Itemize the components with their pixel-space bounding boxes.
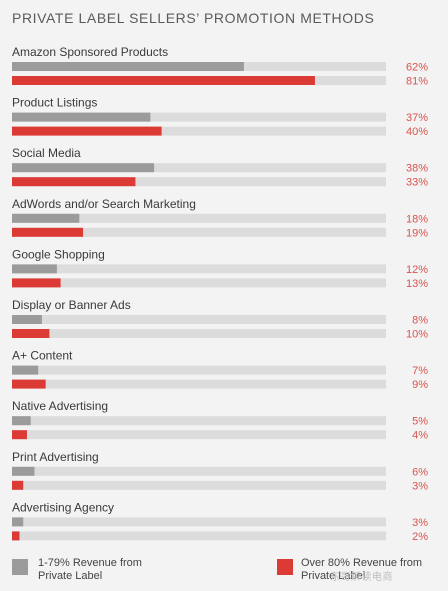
data-label: 62% — [406, 62, 428, 74]
bar-track — [12, 112, 386, 122]
bar-red — [12, 329, 50, 338]
data-label: 5% — [412, 416, 428, 428]
data-label: 7% — [412, 365, 428, 377]
bar-red — [12, 76, 315, 85]
bar-gray — [12, 62, 244, 71]
data-label: 18% — [406, 213, 428, 225]
category-label: Amazon Sponsored Products — [12, 45, 168, 59]
chart-title: PRIVATE LABEL SELLERS’ PROMOTION METHODS — [12, 10, 375, 26]
bar-gray — [12, 466, 35, 476]
bar-track — [12, 163, 386, 173]
category-label: Advertising Agency — [12, 500, 114, 514]
bar-red — [12, 126, 162, 136]
bar-track — [12, 126, 386, 136]
bar-track — [12, 416, 386, 426]
data-label: 9% — [412, 379, 428, 391]
legend-label-gray: 1-79% Revenue from Private Label — [38, 557, 142, 582]
bar-track — [12, 213, 386, 223]
category-label: Native Advertising — [12, 399, 108, 413]
data-label: 10% — [406, 329, 428, 341]
data-label: 3% — [412, 480, 428, 492]
category-label: Product Listings — [12, 96, 97, 110]
bar-track — [12, 517, 386, 527]
data-label: 81% — [406, 76, 428, 88]
watermark: 东哥解读电商 — [330, 572, 393, 583]
data-label: 8% — [412, 315, 428, 327]
bar-red — [12, 177, 136, 187]
bar-gray — [12, 213, 80, 223]
bar-red — [12, 227, 84, 237]
bar-chart: Amazon Sponsored Products 62% 81% Product L… — [12, 45, 428, 543]
legend-label-red: Over 80% Revenue from Private Label — [301, 557, 423, 582]
data-label: 38% — [406, 163, 428, 175]
bar-track — [12, 264, 386, 274]
bar-track — [12, 278, 386, 288]
data-label: 19% — [406, 227, 428, 239]
category-label: Google Shopping — [12, 247, 105, 261]
category-label: A+ Content — [12, 349, 73, 363]
bar-red — [12, 480, 24, 490]
bar-track — [12, 315, 386, 324]
data-label: 3% — [412, 517, 428, 529]
data-label: 33% — [406, 177, 428, 189]
bar-gray — [12, 517, 24, 527]
bar-gray — [12, 416, 31, 426]
bar-track — [12, 329, 386, 338]
bar-gray — [12, 315, 42, 324]
legend-swatch-red — [277, 559, 293, 575]
bar-track — [12, 365, 386, 375]
bar-track — [12, 531, 386, 541]
category-label: Social Media — [12, 146, 81, 160]
bar-track — [12, 430, 386, 440]
bar-gray — [12, 112, 151, 122]
bar-track — [12, 466, 386, 476]
data-label: 6% — [412, 466, 428, 478]
category-label: AdWords and/or Search Marketing — [12, 197, 196, 211]
bar-track — [12, 379, 386, 389]
data-label: 37% — [406, 112, 428, 124]
bar-gray — [12, 163, 155, 173]
bar-gray — [12, 264, 57, 274]
data-label: 4% — [412, 430, 428, 442]
bar-red — [12, 278, 61, 288]
bar-track — [12, 177, 386, 187]
data-label: 13% — [406, 278, 428, 290]
category-label: Print Advertising — [12, 450, 99, 464]
legend-swatch-gray — [12, 559, 28, 575]
data-label: 40% — [406, 126, 428, 138]
bar-red — [12, 531, 20, 541]
bar-red — [12, 430, 27, 440]
category-label: Display or Banner Ads — [12, 298, 131, 312]
bar-red — [12, 379, 46, 389]
data-label: 12% — [406, 264, 428, 276]
bar-track — [12, 480, 386, 490]
bar-gray — [12, 365, 39, 375]
bar-track — [12, 227, 386, 237]
data-label: 2% — [412, 531, 428, 543]
